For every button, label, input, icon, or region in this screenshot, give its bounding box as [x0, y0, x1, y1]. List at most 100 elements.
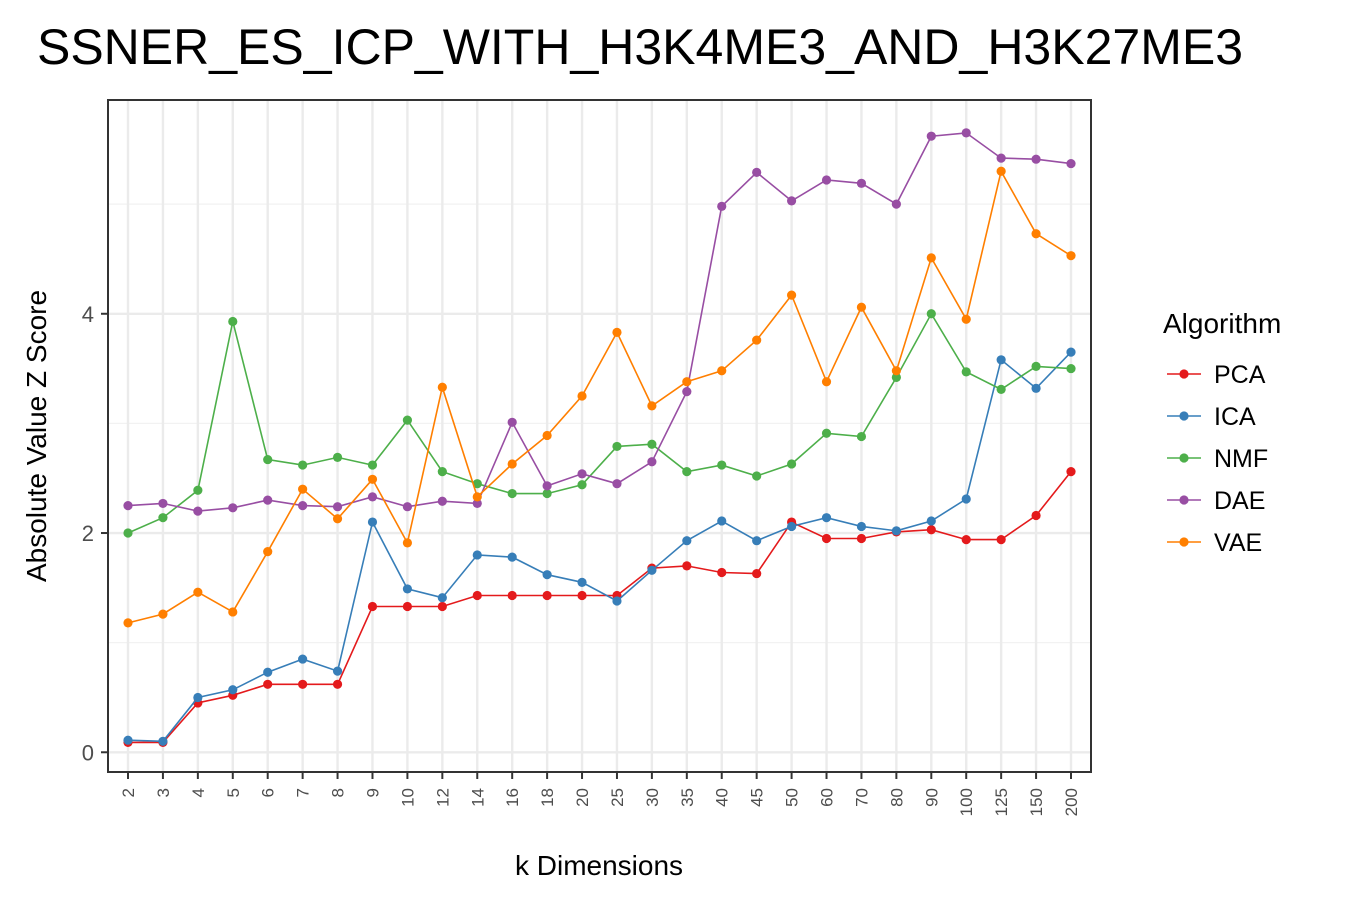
data-point-vae [891, 366, 901, 376]
data-point-vae [228, 607, 238, 617]
data-point-nmf [298, 460, 308, 470]
data-point-ica [123, 735, 133, 745]
data-point-pca [263, 679, 273, 689]
data-point-dae [158, 498, 168, 509]
data-point-ica [437, 593, 447, 603]
data-point-pca [402, 601, 413, 612]
data-point-nmf [891, 372, 901, 382]
x-tick-label: 35 [678, 788, 697, 807]
data-point-ica [682, 536, 692, 546]
data-point-dae [996, 153, 1006, 163]
series-line-ica [127, 351, 1072, 743]
y-axis-title: Absolute Value Z Score [21, 290, 52, 582]
data-point-ica [926, 516, 936, 526]
data-point-ica [1031, 383, 1041, 393]
data-point-nmf [158, 513, 168, 523]
x-axis: 2 3 4 5 6 7 8 9 10 12 14 16 18 20 25 30 35 40 45 50 60 70 80 90… [119, 772, 1081, 816]
legend-label: NMF [1214, 445, 1268, 473]
data-point-vae [298, 484, 308, 494]
data-point-nmf [437, 467, 447, 477]
series-ica [123, 347, 1076, 746]
series-line-pca [128, 471, 1072, 744]
data-point-dae [961, 128, 971, 138]
data-point-ica [961, 494, 971, 504]
data-point-dae [402, 502, 413, 512]
data-point-ica [472, 550, 482, 560]
data-point-dae [263, 495, 273, 505]
data-point-dae [542, 481, 552, 491]
legend-item-vae: VAE [1167, 529, 1262, 557]
data-point-ica [647, 565, 657, 575]
data-point-dae [647, 457, 657, 467]
series-nmf [123, 309, 1076, 538]
data-point-nmf [961, 367, 971, 377]
data-point-nmf [752, 471, 762, 481]
legend-key-point [1179, 495, 1189, 505]
data-point-ica [332, 666, 343, 676]
data-point-nmf [507, 488, 517, 499]
data-point-ica [263, 667, 273, 677]
data-point-vae [437, 382, 447, 392]
x-tick-label: 80 [887, 788, 906, 807]
data-point-nmf [542, 488, 552, 499]
data-point-nmf [228, 316, 238, 327]
x-tick-label: 10 [398, 788, 417, 807]
data-point-vae [961, 314, 971, 324]
data-point-vae [542, 430, 552, 441]
x-tick-label: 5 [224, 788, 243, 797]
data-point-vae [472, 492, 482, 502]
data-point-pca [472, 590, 482, 601]
x-tick-label: 60 [818, 788, 837, 807]
x-tick-label: 4 [189, 788, 208, 797]
plot-background [108, 100, 1091, 772]
data-point-ica [752, 536, 762, 546]
legend-key-point [1179, 411, 1189, 421]
legend-key-point [1179, 537, 1189, 547]
data-point-dae [1066, 158, 1076, 169]
data-point-vae [821, 377, 832, 387]
data-point-dae [577, 469, 587, 479]
data-point-vae [786, 290, 797, 300]
y-tick-label: 0 [82, 740, 94, 765]
data-point-vae [402, 538, 413, 548]
data-point-ica [996, 355, 1006, 365]
data-point-nmf [577, 480, 587, 490]
data-point-vae [1031, 229, 1041, 239]
plot-border [107, 99, 1092, 773]
data-point-ica [891, 526, 901, 536]
data-point-nmf [647, 439, 657, 449]
data-point-dae [193, 506, 203, 516]
data-point-dae [437, 496, 447, 506]
legend: Algorithm PCA ICA NMF DAE VAE [1163, 308, 1281, 557]
data-point-ica [612, 596, 622, 606]
x-tick-label: 100 [957, 788, 976, 816]
data-point-ica [577, 577, 587, 587]
chart-title: SSNER_ES_ICP_WITH_H3K4ME3_AND_H3K27ME3 [37, 19, 1243, 75]
x-tick-label: 9 [363, 788, 382, 797]
data-point-dae [821, 175, 832, 185]
data-point-dae [367, 492, 378, 502]
data-point-nmf [402, 415, 413, 425]
data-point-nmf [786, 459, 797, 469]
data-point-dae [612, 479, 622, 489]
x-tick-label: 16 [503, 788, 522, 807]
data-point-dae [507, 417, 517, 427]
legend-key-point [1179, 369, 1189, 379]
x-axis-title: k Dimensions [515, 850, 683, 881]
data-point-vae [926, 253, 936, 263]
data-point-pca [1066, 467, 1076, 477]
series-vae [123, 166, 1076, 628]
data-point-pca [332, 679, 343, 689]
data-point-vae [263, 547, 273, 557]
data-point-dae [752, 167, 762, 177]
x-tick-label: 12 [433, 788, 452, 807]
legend-label: PCA [1214, 361, 1266, 389]
grid [108, 100, 1091, 772]
data-point-vae [577, 391, 587, 401]
data-point-nmf [193, 485, 203, 495]
data-point-nmf [926, 309, 936, 319]
data-point-dae [472, 498, 482, 509]
data-point-pca [367, 601, 378, 612]
data-point-vae [856, 302, 867, 312]
data-point-pca [507, 590, 517, 601]
